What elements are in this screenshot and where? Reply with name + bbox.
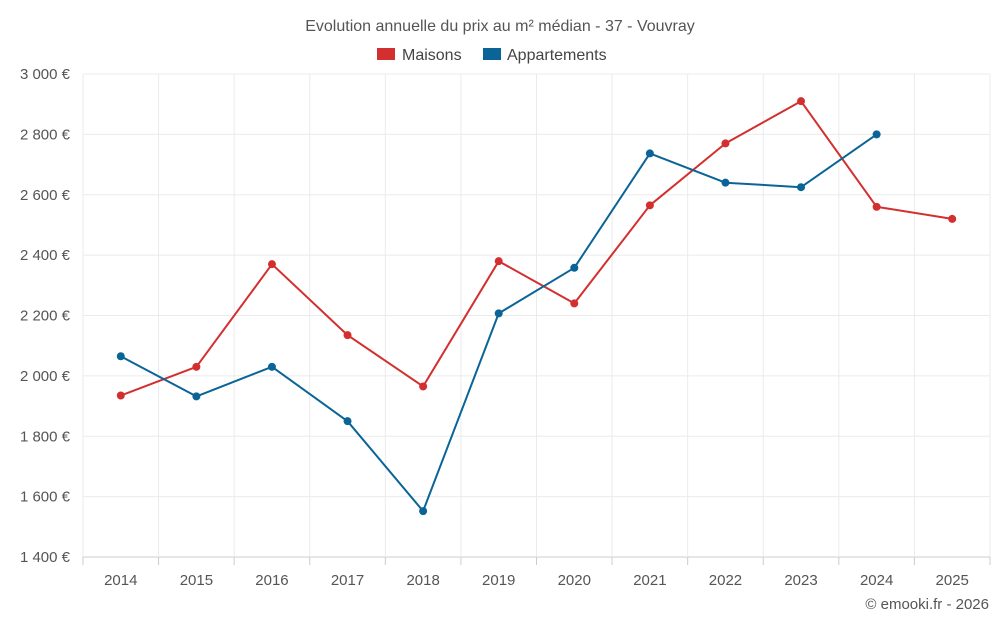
data-point-maisons-2022[interactable] <box>721 139 730 148</box>
data-point-maisons-2024[interactable] <box>872 202 881 211</box>
data-point-maisons-2017[interactable] <box>343 331 352 340</box>
legend-label-maisons[interactable]: Maisons <box>402 47 462 64</box>
data-point-appartements-2020[interactable] <box>570 263 579 272</box>
x-tick-label: 2019 <box>482 572 515 589</box>
x-tick-label: 2016 <box>255 572 288 589</box>
data-point-maisons-2014[interactable] <box>116 391 125 400</box>
y-tick-label: 1 600 € <box>20 489 71 506</box>
legend-swatch-appartements <box>483 48 501 60</box>
x-tick-label: 2015 <box>180 572 213 589</box>
y-tick-label: 2 000 € <box>20 368 71 385</box>
x-tick-label: 2023 <box>784 572 817 589</box>
y-tick-label: 2 200 € <box>20 308 71 325</box>
data-point-maisons-2019[interactable] <box>494 257 503 266</box>
y-tick-label: 2 400 € <box>20 247 71 264</box>
y-axis: 1 400 € 1 600 € 1 800 € 2 000 € 2 200 € 2 400… <box>20 66 71 566</box>
series-line-maisons <box>120 100 953 397</box>
y-tick-label: 2 600 € <box>20 187 71 204</box>
data-point-maisons-2018[interactable] <box>419 382 428 391</box>
x-tick-label: 2018 <box>406 572 439 589</box>
data-point-maisons-2020[interactable] <box>570 299 579 308</box>
y-tick-label: 2 800 € <box>20 126 71 143</box>
data-point-appartements-2018[interactable] <box>419 507 428 516</box>
x-tick-label: 2021 <box>633 572 666 589</box>
x-tick-label: 2022 <box>709 572 742 589</box>
data-point-appartements-2015[interactable] <box>192 392 201 401</box>
x-tick-label: 2025 <box>936 572 969 589</box>
y-tick-label: 1 400 € <box>20 549 71 566</box>
data-point-maisons-2016[interactable] <box>267 260 276 269</box>
y-tick-label: 3 000 € <box>20 66 71 83</box>
chart-title: Evolution annuelle du prix au m² médian … <box>305 18 695 35</box>
data-point-appartements-2022[interactable] <box>721 178 730 187</box>
data-point-appartements-2019[interactable] <box>494 309 503 318</box>
data-point-appartements-2024[interactable] <box>872 130 881 139</box>
x-axis: 2014 2015 2016 2017 2018 2019 2020 2021 2022 2023… <box>82 557 991 589</box>
data-point-maisons-2025[interactable] <box>948 214 957 223</box>
legend[interactable]: Maisons Appartements <box>377 47 607 64</box>
data-point-appartements-2021[interactable] <box>645 149 654 158</box>
x-tick-label: 2020 <box>558 572 591 589</box>
x-tick-label: 2024 <box>860 572 893 589</box>
y-tick-label: 1 800 € <box>20 428 71 445</box>
credit-text: © emooki.fr - 2026 <box>865 596 989 613</box>
grid <box>82 73 991 558</box>
data-point-maisons-2023[interactable] <box>797 97 806 106</box>
data-point-appartements-2017[interactable] <box>343 417 352 426</box>
series-group <box>116 97 957 516</box>
data-point-appartements-2023[interactable] <box>797 183 806 192</box>
x-tick-label: 2017 <box>331 572 364 589</box>
legend-swatch-maisons <box>377 48 395 60</box>
data-point-maisons-2015[interactable] <box>192 362 201 371</box>
legend-label-appartements[interactable]: Appartements <box>507 47 607 64</box>
x-tick-label: 2014 <box>104 572 137 589</box>
data-point-appartements-2016[interactable] <box>267 362 276 371</box>
data-point-maisons-2021[interactable] <box>645 201 654 210</box>
data-point-appartements-2014[interactable] <box>116 352 125 361</box>
